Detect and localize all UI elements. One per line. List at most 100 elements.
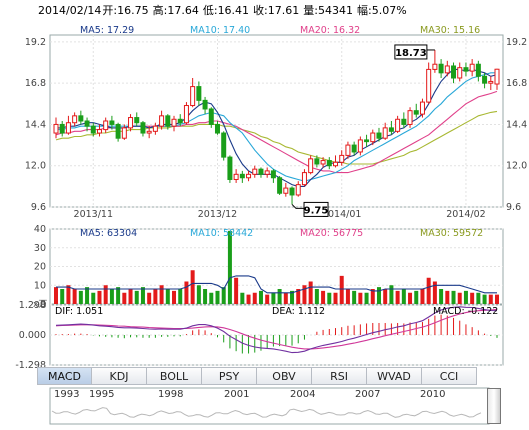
- price-ma30-legend: MA30: 15.16: [420, 25, 481, 36]
- volume-bar-up: [321, 290, 326, 304]
- candle-down: [475, 63, 481, 77]
- candle-up: [488, 80, 494, 84]
- indicator-tabs: MACD KDJ BOLL PSY OBV RSI WVAD CCI: [37, 367, 477, 387]
- volume-bar-up: [252, 292, 257, 304]
- date-tick-label: 2013/11: [74, 209, 113, 220]
- candle-up: [444, 65, 450, 74]
- candle-up: [252, 168, 258, 175]
- candle-up: [65, 122, 71, 134]
- volume-bar-down: [60, 289, 65, 304]
- macd-tick-label: 1.298: [19, 300, 46, 311]
- volume-bar-down: [227, 230, 232, 304]
- candle-down: [78, 115, 84, 122]
- quote-date: 2014/02/14: [38, 3, 102, 17]
- volume-bar-down: [215, 290, 220, 304]
- volume-bar-down: [463, 290, 468, 304]
- macd-dif-line: [55, 306, 498, 354]
- date-tick-label: 2014/02: [446, 209, 485, 220]
- volume-tick-label: 30: [34, 243, 46, 254]
- volume-ma5-legend: MA5: 63304: [80, 228, 138, 239]
- volume-bar-up: [426, 277, 431, 304]
- volume-bar-down: [85, 287, 90, 304]
- candle-down: [364, 139, 370, 143]
- year-label: 2004: [290, 389, 316, 400]
- tab-macd[interactable]: MACD: [37, 367, 92, 385]
- tab-wvad[interactable]: WVAD: [367, 367, 422, 385]
- candle-down: [258, 168, 264, 175]
- volume-bar-down: [203, 289, 208, 304]
- volume-bar-up: [333, 292, 338, 304]
- price-tick-right: 9.6: [506, 202, 521, 213]
- candle-up: [308, 158, 314, 174]
- tab-kdj[interactable]: KDJ: [92, 367, 147, 385]
- volume-bar-down: [277, 289, 282, 304]
- candle-up: [333, 161, 339, 167]
- volume-ma5-line: [56, 275, 497, 294]
- candle-down: [115, 123, 121, 139]
- volume-bar-down: [209, 292, 214, 304]
- candle-up: [246, 173, 252, 179]
- candle-down: [59, 123, 65, 134]
- navigator-sparkline: [51, 407, 482, 418]
- volume-bar-down: [91, 292, 96, 304]
- candle-up: [382, 127, 388, 139]
- tab-rsi[interactable]: RSI: [312, 367, 367, 385]
- price-tick-right: 19.2: [506, 37, 527, 48]
- tab-obv[interactable]: OBV: [257, 367, 312, 385]
- candle-down: [84, 120, 90, 127]
- tab-psy[interactable]: PSY: [202, 367, 257, 385]
- candle-up: [171, 118, 177, 127]
- price-tick-right: 14.4: [506, 119, 527, 130]
- volume-bar-down: [271, 292, 276, 304]
- year-label: 1993: [54, 389, 80, 400]
- tab-boll[interactable]: BOLL: [147, 367, 202, 385]
- candle-down: [438, 63, 444, 74]
- volume-ma30-legend: MA30: 59572: [420, 228, 484, 239]
- volume-bar-up: [283, 292, 288, 304]
- candle-up: [264, 170, 270, 175]
- price-tick-left: 16.8: [25, 78, 46, 89]
- candle-up: [339, 154, 345, 163]
- price-ma30-line: [55, 110, 498, 165]
- navigator-scroll-handle[interactable]: [487, 388, 501, 424]
- candle-up: [419, 101, 425, 115]
- volume-bar-up: [97, 290, 102, 304]
- price-tick-left: 9.6: [31, 202, 46, 213]
- year-label: 2007: [355, 389, 381, 400]
- volume-bar-up: [445, 290, 450, 304]
- candle-up: [159, 115, 165, 127]
- volume-bar-down: [376, 287, 381, 304]
- candle-down: [227, 156, 233, 180]
- price-ma5-legend: MA5: 17.29: [80, 25, 135, 36]
- tab-cci[interactable]: CCI: [422, 367, 477, 385]
- candle-up: [494, 68, 500, 85]
- volume-bar-up: [457, 292, 462, 304]
- volume-bar-down: [134, 290, 139, 304]
- candle-up: [432, 63, 438, 70]
- navigator-years: 1993 1995 1998 2001 2004 2007 2010: [50, 389, 495, 403]
- volume-bar-up: [470, 292, 475, 304]
- volume-bar-up: [339, 275, 344, 304]
- volume-bar-up: [308, 281, 313, 304]
- price-tick-right: 16.8: [506, 78, 527, 89]
- candle-down: [482, 75, 488, 84]
- candle-down: [413, 110, 419, 115]
- candle-up: [345, 144, 351, 156]
- candle-up: [426, 68, 432, 103]
- volume-bar-up: [488, 294, 493, 304]
- candle-down: [208, 108, 214, 125]
- candle-up: [146, 130, 152, 134]
- volume-tick-label: 20: [34, 262, 46, 273]
- candle-up: [190, 86, 196, 107]
- volume-bar-up: [159, 285, 164, 304]
- date-tick-label: 2013/12: [198, 209, 237, 220]
- volume-bar-down: [196, 285, 201, 304]
- volume-bar-down: [178, 289, 183, 304]
- volume-bar-down: [165, 289, 170, 304]
- candle-down: [376, 132, 382, 139]
- low-value: 16.41: [217, 3, 250, 17]
- low-label: 低:: [202, 4, 218, 17]
- volume-bar-up: [408, 292, 413, 304]
- candle-down: [202, 99, 208, 110]
